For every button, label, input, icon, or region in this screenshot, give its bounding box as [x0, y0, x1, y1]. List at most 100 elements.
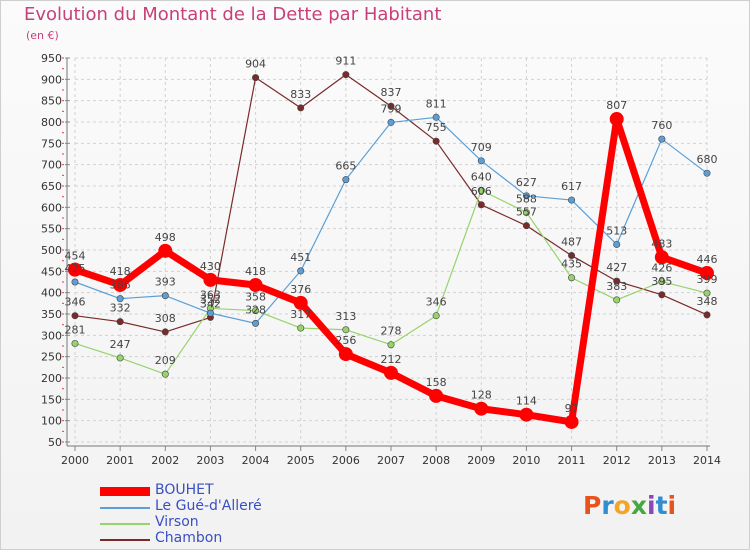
data-label-virson: 317: [290, 308, 311, 321]
point-chambon: [432, 137, 440, 145]
data-label-le-gu-d-aller: 665: [335, 160, 356, 173]
data-label-le-gu-d-aller: 386: [110, 279, 131, 292]
data-label-bouhet: 418: [110, 265, 131, 278]
data-label-chambon: 346: [65, 296, 86, 309]
data-label-chambon: 606: [471, 185, 492, 198]
data-label-le-gu-d-aller: 617: [561, 180, 582, 193]
point-virson: [703, 289, 711, 297]
point-le-gu-d-aller: [703, 169, 711, 177]
data-label-chambon: 911: [335, 55, 356, 68]
data-label-bouhet: 212: [381, 353, 402, 366]
point-chambon: [252, 74, 260, 82]
point-le-gu-d-aller: [161, 292, 169, 300]
point-bouhet: [564, 414, 579, 429]
y-tick-label: 750: [41, 137, 62, 150]
point-bouhet: [338, 347, 353, 362]
data-label-bouhet: 418: [245, 265, 266, 278]
x-tick-label: 2005: [287, 454, 315, 467]
data-label-bouhet: 97: [565, 402, 579, 415]
data-label-le-gu-d-aller: 811: [426, 97, 447, 110]
point-chambon: [116, 318, 124, 326]
point-chambon: [342, 71, 350, 79]
data-label-virson: 281: [65, 323, 86, 336]
point-chambon: [568, 252, 576, 260]
point-le-gu-d-aller: [387, 118, 395, 126]
point-chambon: [522, 222, 530, 230]
x-tick-label: 2002: [151, 454, 179, 467]
data-label-virson: 588: [516, 192, 537, 205]
point-virson: [658, 278, 666, 286]
y-tick-label: 900: [41, 73, 62, 86]
point-le-gu-d-aller: [613, 240, 621, 248]
y-tick-label: 350: [41, 308, 62, 321]
x-tick-label: 2014: [693, 454, 721, 467]
data-label-chambon: 837: [381, 86, 402, 99]
point-le-gu-d-aller: [252, 319, 260, 327]
y-tick-label: 500: [41, 244, 62, 257]
point-virson: [161, 370, 169, 378]
data-label-bouhet: 158: [426, 376, 447, 389]
point-virson: [522, 208, 530, 216]
y-tick-label: 600: [41, 201, 62, 214]
y-tick-label: 950: [41, 52, 62, 65]
point-le-gu-d-aller: [116, 295, 124, 303]
legend-swatch: [100, 487, 150, 496]
y-tick-label: 150: [41, 393, 62, 406]
data-label-bouhet: 256: [335, 334, 356, 347]
x-tick-label: 2007: [377, 454, 405, 467]
logo-letter: r: [601, 491, 614, 520]
data-label-virson: 363: [200, 288, 221, 301]
legend-swatch: [100, 507, 150, 509]
data-label-chambon: 487: [561, 236, 582, 249]
data-label-le-gu-d-aller: 328: [245, 303, 266, 316]
logo-letter: P: [583, 491, 602, 520]
point-virson: [432, 312, 440, 320]
point-virson: [613, 296, 621, 304]
point-le-gu-d-aller: [342, 176, 350, 184]
data-label-le-gu-d-aller: 627: [516, 176, 537, 189]
point-virson: [342, 326, 350, 334]
data-label-chambon: 427: [606, 261, 627, 274]
data-labels-layer: 346 332 308 342 904 833 911 837 755 606 557 487 427 3…: [65, 55, 718, 415]
legend-label: Virson: [155, 514, 199, 530]
data-label-virson: 640: [471, 170, 492, 183]
data-label-chambon: 342: [200, 297, 221, 310]
data-label-chambon: 755: [426, 121, 447, 134]
x-tick-label: 2004: [242, 454, 270, 467]
data-label-bouhet: 114: [516, 395, 537, 408]
point-bouhet: [293, 295, 308, 310]
y-tick-label: 250: [41, 351, 62, 364]
data-label-virson: 346: [426, 296, 447, 309]
y-tick-label: 850: [41, 95, 62, 108]
point-bouhet: [519, 407, 534, 422]
point-chambon: [297, 104, 305, 112]
data-label-bouhet: 376: [290, 283, 311, 296]
data-label-le-gu-d-aller: 451: [290, 251, 311, 264]
point-virson: [387, 341, 395, 349]
x-tick-label: 2006: [332, 454, 360, 467]
point-chambon: [387, 102, 395, 110]
y-tick-label: 50: [48, 436, 62, 449]
x-tick-label: 2001: [106, 454, 134, 467]
data-label-chambon: 332: [110, 302, 131, 315]
data-label-virson: 209: [155, 354, 176, 367]
data-label-virson: 383: [606, 280, 627, 293]
point-virson: [71, 339, 79, 347]
data-label-le-gu-d-aller: 513: [606, 224, 627, 237]
x-tick-label: 2000: [61, 454, 89, 467]
x-tick-label: 2013: [648, 454, 676, 467]
x-tick-label: 2008: [422, 454, 450, 467]
y-tick-label: 700: [41, 159, 62, 172]
point-chambon: [703, 311, 711, 319]
point-chambon: [477, 201, 485, 209]
point-bouhet: [609, 112, 624, 127]
x-tick-label: 2003: [196, 454, 224, 467]
data-label-virson: 426: [651, 262, 672, 275]
data-label-chambon: 395: [651, 275, 672, 288]
data-label-bouhet: 454: [65, 250, 86, 263]
legend-label: Chambon: [155, 530, 223, 546]
point-le-gu-d-aller: [71, 278, 79, 286]
point-le-gu-d-aller: [658, 135, 666, 143]
data-label-bouhet: 128: [471, 389, 492, 402]
